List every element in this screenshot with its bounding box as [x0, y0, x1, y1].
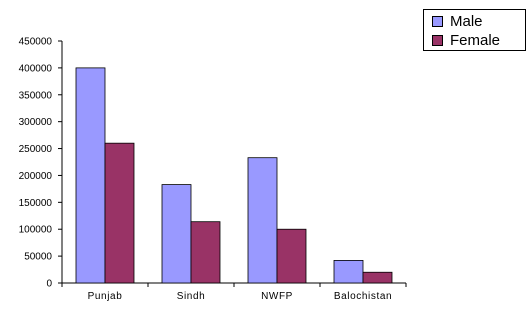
x-tick-label: NWFP — [261, 291, 293, 302]
legend-label-female: Female — [450, 31, 501, 49]
bar-female-balochistan — [362, 271, 393, 284]
y-tick-label: 0 — [46, 279, 52, 290]
y-axis: 0 50000 100000 150000 200000 250000 300000 3500… — [19, 37, 63, 290]
legend-swatch-female — [432, 34, 443, 46]
bar-male-sindh — [161, 184, 192, 284]
y-tick-label: 150000 — [19, 198, 53, 209]
y-tick-label: 200000 — [19, 171, 53, 182]
legend-swatch-male — [432, 15, 443, 27]
x-tick-label: Balochistan — [334, 291, 392, 302]
legend-item-male: Male — [432, 12, 483, 30]
bar-female-punjab — [104, 142, 135, 284]
legend-label-male: Male — [450, 12, 483, 30]
bar-male-nwfp — [247, 157, 278, 284]
y-tick-label: 100000 — [19, 225, 53, 236]
legend: Male Female — [423, 9, 526, 51]
x-axis: Punjab Sindh NWFP Balochistan — [61, 282, 407, 302]
x-tick-label: Sindh — [177, 291, 206, 302]
bar-female-sindh — [190, 221, 221, 284]
y-tick-label: 350000 — [19, 90, 53, 101]
x-tick-label: Punjab — [88, 291, 123, 302]
y-tick-label: 450000 — [19, 37, 53, 48]
y-tick-label: 400000 — [19, 63, 53, 74]
legend-item-female: Female — [432, 31, 500, 49]
bar-male-punjab — [75, 67, 106, 284]
bar-female-nwfp — [276, 228, 307, 284]
bars — [75, 67, 393, 284]
y-tick-label: 50000 — [24, 252, 52, 263]
y-tick-label: 300000 — [19, 117, 53, 128]
y-tick-label: 250000 — [19, 144, 53, 155]
bar-male-balochistan — [333, 260, 364, 284]
